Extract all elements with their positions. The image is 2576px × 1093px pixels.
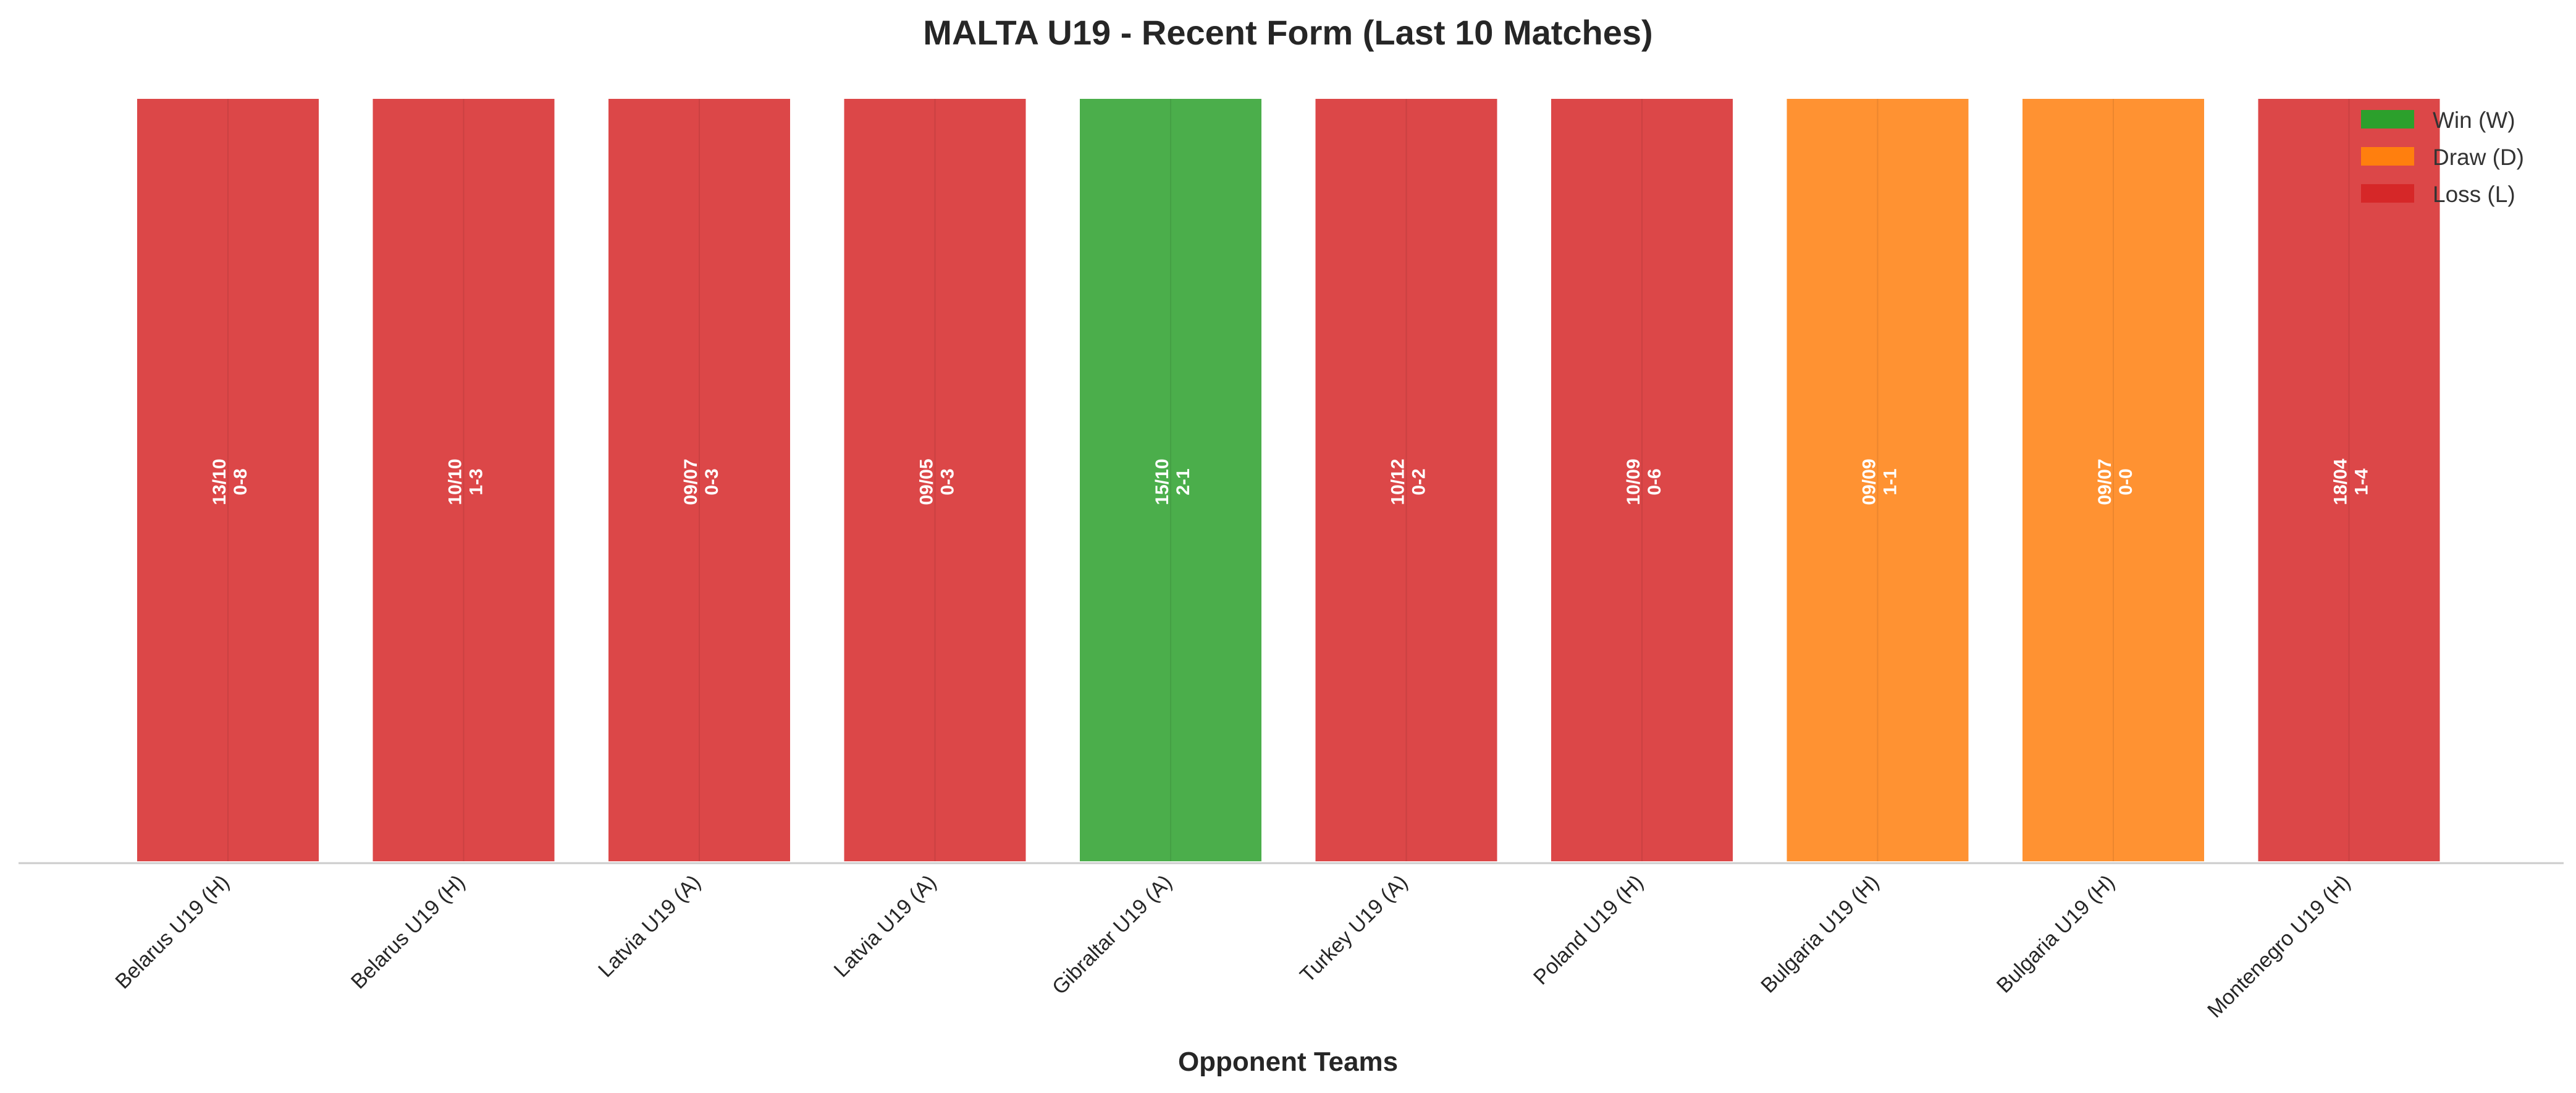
bar-score-label: 1-3 — [466, 468, 487, 495]
bar-score-label: 0-3 — [938, 468, 958, 495]
bar-data-label: 10/101-3 — [445, 458, 487, 505]
x-axis-label: Opponent Teams — [1178, 1047, 1398, 1077]
bar-date-label: 18/04 — [2331, 458, 2351, 505]
bar-10-l — [2255, 96, 2443, 864]
x-tick-label: Bulgaria U19 (H) — [1756, 871, 1884, 998]
bar-7-l — [1549, 96, 1735, 864]
x-tick-labels: Belarus U19 (H) Belarus U19 (H) Latvia U19… — [111, 871, 2355, 1023]
bar-3-l — [606, 96, 793, 864]
bar-date-label: 09/07 — [681, 458, 701, 505]
bar-score-label: 0-3 — [702, 468, 722, 495]
x-tick-label: Bulgaria U19 (H) — [1992, 871, 2119, 998]
bar-data-label: 09/050-3 — [917, 458, 958, 505]
bar-score-label: 1-1 — [1880, 468, 1901, 495]
legend-label-l: Loss (L) — [2433, 182, 2515, 207]
bar-date-label: 09/07 — [2095, 458, 2115, 505]
bar-date-label: 09/05 — [917, 458, 937, 505]
bar-data-label: 18/041-4 — [2331, 458, 2372, 505]
bar-6-l — [1313, 96, 1500, 864]
bar-score-label: 2-1 — [1173, 468, 1193, 495]
bar-5-w — [1077, 96, 1264, 864]
bar-date-label: 10/10 — [445, 458, 466, 505]
bar-score-label: 0-6 — [1644, 468, 1665, 495]
legend: Win (W) Draw (D) Loss (L) — [2361, 108, 2524, 207]
x-tick-label: Gibraltar U19 (A) — [1048, 871, 1177, 1000]
bar-date-label: 09/09 — [1859, 458, 1880, 505]
chart-title: MALTA U19 - Recent Form (Last 10 Matches… — [923, 13, 1652, 52]
legend-label-d: Draw (D) — [2433, 145, 2524, 170]
bar-1-l — [135, 96, 321, 864]
bar-date-label: 15/10 — [1152, 458, 1172, 505]
bar-data-label: 15/102-1 — [1152, 458, 1193, 505]
bar-data-label: 13/100-8 — [209, 458, 251, 505]
bar-score-label: 0-8 — [230, 468, 251, 495]
x-tick-label: Poland U19 (H) — [1529, 871, 1648, 990]
x-tick-label: Belarus U19 (H) — [111, 871, 234, 994]
bar-date-label: 10/12 — [1388, 458, 1408, 505]
bar-date-label: 13/10 — [209, 458, 230, 505]
legend-label-w: Win (W) — [2433, 108, 2515, 133]
x-tick-label: Belarus U19 (H) — [347, 871, 469, 994]
x-tick-label: Montenegro U19 (H) — [2203, 871, 2355, 1023]
bar-data-label: 10/090-6 — [1623, 458, 1665, 505]
legend-swatch-w — [2361, 110, 2414, 129]
bar-data-label: 09/070-3 — [681, 458, 722, 505]
legend-swatch-d — [2361, 147, 2414, 166]
bar-data-label: 09/070-0 — [2095, 458, 2136, 505]
bar-data-label: 09/091-1 — [1859, 458, 1901, 505]
bar-data-label: 10/120-2 — [1388, 458, 1429, 505]
bar-score-label: 0-2 — [1409, 468, 1429, 495]
bar-4-l — [841, 96, 1029, 864]
legend-swatch-l — [2361, 184, 2414, 203]
x-tick-label: Latvia U19 (A) — [830, 871, 941, 982]
bars-layer: 13/100-8 10/101-3 09/070-3 09/050-3 15/102-1… — [135, 96, 2443, 864]
x-tick-label: Latvia U19 (A) — [594, 871, 705, 982]
bar-score-label: 0-0 — [2116, 468, 2136, 495]
x-tick-label: Turkey U19 (A) — [1295, 871, 1412, 987]
bar-2-l — [370, 96, 557, 864]
bar-date-label: 10/09 — [1623, 458, 1644, 505]
bar-score-label: 1-4 — [2352, 468, 2372, 496]
